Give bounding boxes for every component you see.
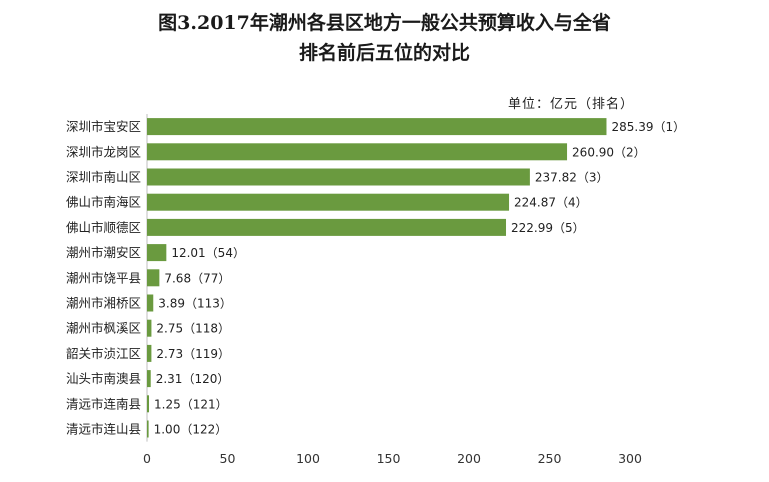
chart-title-line-2: 排名前后五位的对比 — [298, 42, 470, 64]
data-label: 2.75（118） — [156, 322, 230, 336]
category-label: 潮州市饶平县 — [66, 270, 141, 285]
category-label: 汕头市南澳县 — [66, 371, 141, 386]
data-label: 2.73（119） — [156, 347, 230, 361]
data-label: 285.39（1） — [611, 120, 685, 134]
chart-title-line-1: 图3.2017年潮州各县区地方一般公共预算收入与全省 — [158, 12, 611, 34]
bar — [147, 218, 507, 236]
x-tick-label: 200 — [457, 451, 481, 466]
category-label: 佛山市顺德区 — [66, 220, 141, 235]
bar — [147, 168, 530, 186]
data-label: 222.99（5） — [511, 221, 585, 235]
category-label: 深圳市宝安区 — [66, 119, 141, 134]
category-label: 深圳市南山区 — [66, 170, 141, 185]
bar — [147, 269, 160, 287]
bar — [147, 370, 151, 388]
category-label: 深圳市龙岗区 — [66, 144, 141, 159]
data-label: 2.31（120） — [156, 372, 230, 386]
x-tick-label: 150 — [377, 451, 401, 466]
bar — [147, 118, 607, 136]
bar — [147, 193, 510, 211]
bar — [147, 319, 152, 337]
x-tick-label: 250 — [538, 451, 562, 466]
bar — [147, 420, 149, 438]
data-label: 237.82（3） — [535, 171, 609, 185]
bar — [147, 344, 152, 362]
x-tick-label: 50 — [220, 451, 236, 466]
data-label: 7.68（77） — [164, 271, 230, 285]
category-label: 佛山市南海区 — [66, 195, 141, 210]
unit-label: 单位：亿元（排名） — [508, 97, 635, 112]
bar — [147, 395, 150, 413]
bar — [147, 244, 167, 262]
data-label: 1.00（122） — [154, 423, 228, 437]
category-label: 潮州市潮安区 — [66, 245, 141, 260]
data-label: 224.87（4） — [514, 196, 588, 210]
category-label: 潮州市枫溪区 — [66, 321, 141, 336]
x-tick-label: 0 — [143, 451, 151, 466]
x-tick-label: 300 — [618, 451, 642, 466]
x-tick-label: 100 — [296, 451, 320, 466]
category-label: 清远市连南县 — [66, 396, 141, 411]
category-label: 韶关市浈江区 — [66, 346, 141, 361]
category-label: 潮州市湘桥区 — [66, 296, 141, 311]
bar — [147, 143, 568, 161]
category-label: 清远市连山县 — [66, 422, 141, 437]
data-label: 3.89（113） — [158, 297, 232, 311]
data-label: 12.01（54） — [171, 246, 245, 260]
data-label: 260.90（2） — [572, 145, 646, 159]
bar — [147, 294, 154, 312]
data-label: 1.25（121） — [154, 397, 228, 411]
